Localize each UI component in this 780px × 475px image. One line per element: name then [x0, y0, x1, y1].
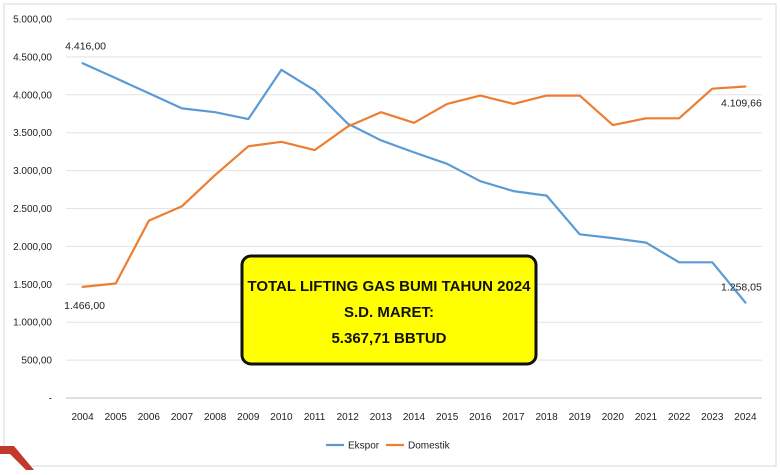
x-tick-label: 2016 [469, 412, 492, 423]
gridlines [66, 18, 762, 399]
x-tick-label: 2014 [403, 412, 426, 423]
y-axis-ticks: - 500,00 1.000,00 1.500,00 2.000,00 2.500,00 3… [13, 15, 52, 405]
x-tick-label: 2012 [337, 412, 360, 423]
data-labels: 4.416,00 1.466,00 1.258,05 4.109,66 [64, 40, 762, 312]
x-tick-label: 2022 [668, 412, 691, 423]
x-tick-label: 2015 [436, 412, 459, 423]
y-tick-label: 4.500,00 [13, 52, 52, 63]
annotation-line: 5.367,71 BBTUD [331, 330, 446, 347]
x-tick-label: 2005 [105, 412, 128, 423]
x-tick-label: 2018 [535, 412, 558, 423]
x-tick-label: 2004 [71, 412, 94, 423]
annotation-line: S.D. MARET: [344, 304, 434, 321]
corner-decoration [0, 440, 40, 470]
x-tick-label: 2020 [602, 412, 625, 423]
data-label: 1.258,05 [721, 282, 762, 294]
y-tick-label: 3.500,00 [13, 128, 52, 139]
data-label: 4.416,00 [65, 40, 106, 52]
x-tick-label: 2008 [204, 412, 227, 423]
x-tick-label: 2023 [701, 412, 724, 423]
x-tick-label: 2024 [734, 412, 757, 423]
x-tick-label: 2009 [237, 412, 260, 423]
series-lines [81, 62, 747, 304]
chart-frame [3, 3, 777, 467]
series-line-ekspor [81, 62, 747, 304]
data-label: 1.466,00 [64, 300, 105, 312]
y-tick-label: 2.000,00 [13, 242, 52, 253]
legend: Ekspor Domestik [326, 441, 451, 452]
y-tick-label: 4.000,00 [13, 90, 52, 101]
y-tick-label: 500,00 [21, 356, 52, 367]
y-tick-label: 5.000,00 [13, 15, 52, 26]
x-tick-label: 2006 [138, 412, 161, 423]
x-tick-label: 2011 [304, 412, 326, 423]
data-label: 4.109,66 [721, 97, 762, 109]
y-tick-label: 2.500,00 [13, 204, 52, 215]
legend-entry: Ekspor [348, 441, 380, 452]
x-tick-label: 2021 [635, 412, 658, 423]
y-tick-label: 1.500,00 [13, 280, 52, 291]
y-tick-label: - [49, 394, 52, 405]
annotation-box: TOTAL LIFTING GAS BUMI TAHUN 2024 S.D. MA… [240, 254, 538, 366]
series-line-domestik [81, 85, 747, 288]
y-tick-label: 1.000,00 [13, 318, 52, 329]
x-tick-label: 2019 [569, 412, 592, 423]
legend-entry: Domestik [408, 441, 451, 452]
annotation-line: TOTAL LIFTING GAS BUMI TAHUN 2024 [247, 278, 531, 295]
x-tick-label: 2007 [171, 412, 194, 423]
x-tick-label: 2013 [370, 412, 393, 423]
x-axis-ticks: 2004 2005 2006 2007 2008 2009 2010 2011 2012 2013… [71, 412, 757, 423]
x-tick-label: 2010 [270, 412, 293, 423]
x-tick-label: 2017 [502, 412, 525, 423]
y-tick-label: 3.000,00 [13, 166, 52, 177]
annotation-box-background [240, 254, 538, 366]
